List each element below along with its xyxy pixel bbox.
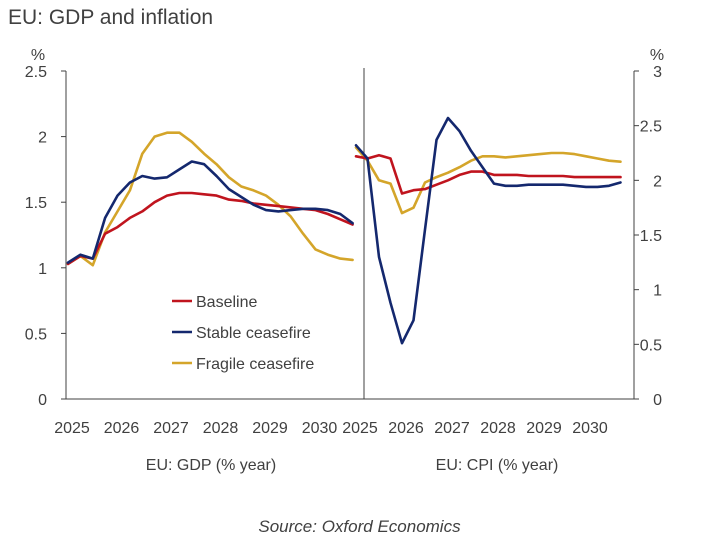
panel-1-y-tick-label: 0 xyxy=(38,392,47,409)
panel-1-y-tick-label: 2.5 xyxy=(25,64,47,81)
panel-1-y-tick-label: 0.5 xyxy=(25,326,47,343)
panel-1-x-tick-label: 2030 xyxy=(302,420,338,437)
panel-1-y-tick-label: 1.5 xyxy=(25,195,47,212)
panel-1-x-tick-label: 2025 xyxy=(54,420,90,437)
panel-1-x-tick-label: 2028 xyxy=(203,420,239,437)
panel-2-y-tick-label: 2.5 xyxy=(640,119,662,136)
source-note: Source: Oxford Economics xyxy=(258,517,461,536)
panel-1-x-tick-label: 2029 xyxy=(252,420,288,437)
panel-2-x-tick-label: 2027 xyxy=(434,420,470,437)
panel-1-x-tick-label: 2027 xyxy=(153,420,189,437)
panel-2-x-tick-label: 2029 xyxy=(526,420,562,437)
panel-2-x-tick-label: 2030 xyxy=(572,420,608,437)
legend-label-baseline: Baseline xyxy=(196,294,257,311)
panel-2-y-unit-label: % xyxy=(650,47,664,64)
panel-2-y-tick-label: 0.5 xyxy=(640,337,662,354)
panel-2-x-tick-label: 2025 xyxy=(342,420,378,437)
chart-title: EU: GDP and inflation xyxy=(8,6,214,29)
panel-2-x-axis-title: EU: CPI (% year) xyxy=(436,457,559,474)
panel-2-y-tick-label: 1 xyxy=(653,283,662,300)
panel-1-y-unit-label: % xyxy=(31,47,45,64)
legend-label-fragile-ceasefire: Fragile ceasefire xyxy=(196,356,314,373)
panel-2-series-fragile-ceasefire xyxy=(354,146,622,215)
legend-label-stable-ceasefire: Stable ceasefire xyxy=(196,325,311,342)
panel-2-y-tick-label: 3 xyxy=(653,64,662,81)
panel-1-x-axis-title: EU: GDP (% year) xyxy=(146,457,276,474)
panel-2-x-tick-label: 2026 xyxy=(388,420,424,437)
panel-1-x-tick-label: 2026 xyxy=(104,420,140,437)
panel-2-y-tick-label: 0 xyxy=(653,392,662,409)
panel-1-y-tick-label: 2 xyxy=(38,130,47,147)
panel-2-x-tick-label: 2028 xyxy=(480,420,516,437)
panel-2-series-stable-ceasefire xyxy=(354,116,622,345)
panel-1-y-tick-label: 1 xyxy=(38,261,47,278)
panel-2-y-tick-label: 2 xyxy=(653,173,662,190)
panel-1-series-fragile-ceasefire xyxy=(66,131,354,267)
panel-2-y-tick-label: 1.5 xyxy=(640,228,662,245)
panel-1-series-stable-ceasefire xyxy=(66,160,354,264)
panel-1-series-baseline xyxy=(66,191,354,266)
